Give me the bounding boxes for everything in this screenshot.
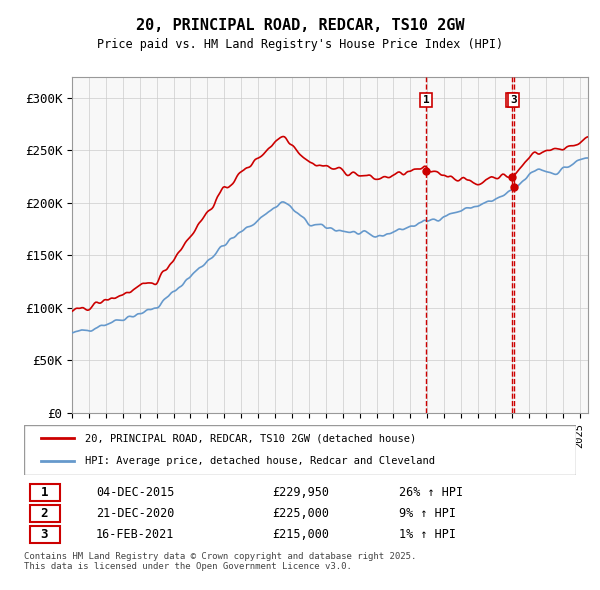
Text: £225,000: £225,000 xyxy=(272,507,329,520)
Text: 1: 1 xyxy=(422,95,430,105)
Text: 04-DEC-2015: 04-DEC-2015 xyxy=(96,486,174,499)
Text: £215,000: £215,000 xyxy=(272,528,329,541)
FancyBboxPatch shape xyxy=(29,526,60,543)
Text: Contains HM Land Registry data © Crown copyright and database right 2025.
This d: Contains HM Land Registry data © Crown c… xyxy=(24,552,416,571)
FancyBboxPatch shape xyxy=(24,425,576,475)
Text: 3: 3 xyxy=(511,95,517,105)
Text: HPI: Average price, detached house, Redcar and Cleveland: HPI: Average price, detached house, Redc… xyxy=(85,457,435,467)
Text: 2: 2 xyxy=(41,507,48,520)
Text: 3: 3 xyxy=(41,528,48,541)
FancyBboxPatch shape xyxy=(29,484,60,500)
Text: 26% ↑ HPI: 26% ↑ HPI xyxy=(400,486,463,499)
Text: 9% ↑ HPI: 9% ↑ HPI xyxy=(400,507,457,520)
Text: Price paid vs. HM Land Registry's House Price Index (HPI): Price paid vs. HM Land Registry's House … xyxy=(97,38,503,51)
Text: 2: 2 xyxy=(508,95,515,105)
Text: 20, PRINCIPAL ROAD, REDCAR, TS10 2GW (detached house): 20, PRINCIPAL ROAD, REDCAR, TS10 2GW (de… xyxy=(85,433,416,443)
Text: 1: 1 xyxy=(41,486,48,499)
Text: 1% ↑ HPI: 1% ↑ HPI xyxy=(400,528,457,541)
Text: 21-DEC-2020: 21-DEC-2020 xyxy=(96,507,174,520)
Text: £229,950: £229,950 xyxy=(272,486,329,499)
Text: 20, PRINCIPAL ROAD, REDCAR, TS10 2GW: 20, PRINCIPAL ROAD, REDCAR, TS10 2GW xyxy=(136,18,464,32)
FancyBboxPatch shape xyxy=(29,505,60,522)
Text: 16-FEB-2021: 16-FEB-2021 xyxy=(96,528,174,541)
